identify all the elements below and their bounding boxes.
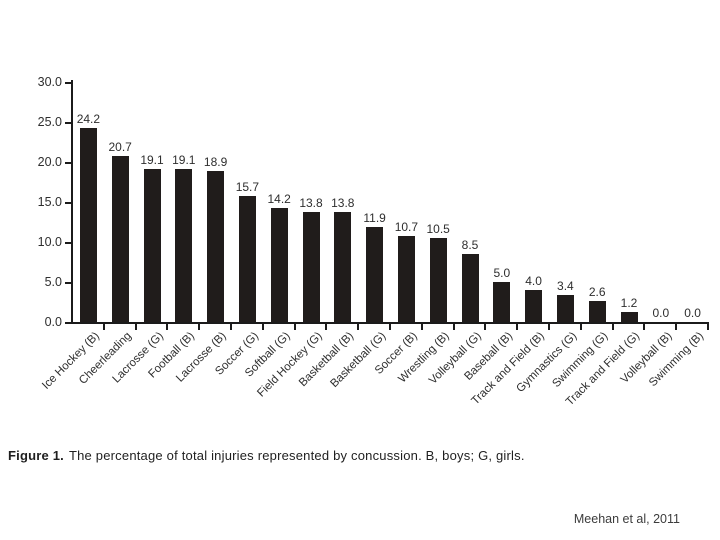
y-axis-tick [65,122,71,124]
y-axis-tick [65,162,71,164]
y-axis-tick [65,282,71,284]
bar-value-label: 15.7 [235,180,260,195]
y-axis-tick-label: 25.0 [37,115,62,129]
bar-value-label: 13.8 [331,195,355,210]
bar-value-label: 3.4 [557,278,574,293]
y-axis-tick [65,242,71,244]
concussion-bar-chart: 0.0 5.0 10.0 15.0 20.0 25.0 30.0 24.2 Ice Hockey… [37,75,709,408]
bar [111,156,129,322]
x-axis-tick [166,324,169,330]
bar [79,128,97,322]
y-axis-tick-label: 10.0 [37,235,62,249]
x-axis-tick [134,324,137,330]
bar-value-label: 4.0 [525,274,542,288]
x-axis-tick [611,324,614,330]
x-axis-tick [643,324,646,330]
x-axis-tick [325,324,328,330]
y-axis-line [71,80,73,324]
bar [493,282,511,322]
bar-value-label: 2.6 [588,285,606,300]
x-axis-tick [420,324,423,330]
citation-text: Meehan et al, 2011 [573,512,680,526]
bar [461,254,479,322]
y-axis-tick [65,322,71,324]
y-axis-tick-label: 15.0 [37,195,62,209]
bar-value-label: 1.2 [620,296,638,311]
bar-value-label: 10.5 [426,222,450,236]
bar [588,301,606,322]
bar-value-label: 14.2 [267,192,291,207]
bar-value-label: 8.5 [461,238,479,252]
bar [556,294,574,322]
bar [429,238,447,322]
bar [238,196,256,322]
y-axis-tick-label: 5.0 [44,275,62,289]
bar [334,211,352,322]
x-axis-tick [484,324,487,330]
x-axis-tick [579,324,582,330]
x-axis-tick [102,324,105,330]
bar-value-label: 10.7 [394,220,419,235]
bar [270,208,288,322]
bar-value-label: 20.7 [108,140,132,155]
bar [302,211,320,322]
bar-value-label: 19.1 [172,153,196,168]
x-axis-tick [707,324,709,330]
x-axis-tick [198,324,201,330]
x-axis-line [71,322,709,324]
bar [143,169,161,322]
x-axis-tick [389,324,391,330]
bar [175,169,193,322]
bar-value-label: 0.0 [684,306,701,320]
x-axis-tick [675,324,678,330]
bar-value-label: 13.8 [299,195,323,210]
bar [366,226,384,322]
x-axis-tick [261,324,264,330]
x-axis-tick [452,324,455,330]
bar-value-label: 0.0 [652,306,670,320]
bar-value-label: 18.9 [203,154,228,169]
bar-value-label: 19.1 [140,153,164,168]
bar [397,236,415,322]
bar [620,312,638,322]
y-axis-tick-label: 20.0 [37,155,62,169]
x-axis-tick [548,324,550,330]
x-axis-tick [516,324,519,330]
x-axis-tick [293,324,296,330]
bar [207,170,225,322]
x-axis-tick [230,324,232,330]
figure-caption-label: Figure 1. [8,448,64,463]
bar [525,290,543,322]
figure-caption-text: The percentage of total injuries represe… [68,448,525,463]
x-axis-tick [357,324,360,330]
figure-caption: Figure 1. The percentage of total injurie… [8,448,648,463]
bar-value-label: 24.2 [76,112,101,127]
y-axis-tick [65,202,71,204]
y-axis-tick-label: 0.0 [44,315,62,329]
bar-value-label: 11.9 [363,210,386,225]
bar-value-label: 5.0 [493,266,511,280]
y-axis-tick [65,82,71,84]
y-axis-tick-label: 30.0 [37,75,62,89]
